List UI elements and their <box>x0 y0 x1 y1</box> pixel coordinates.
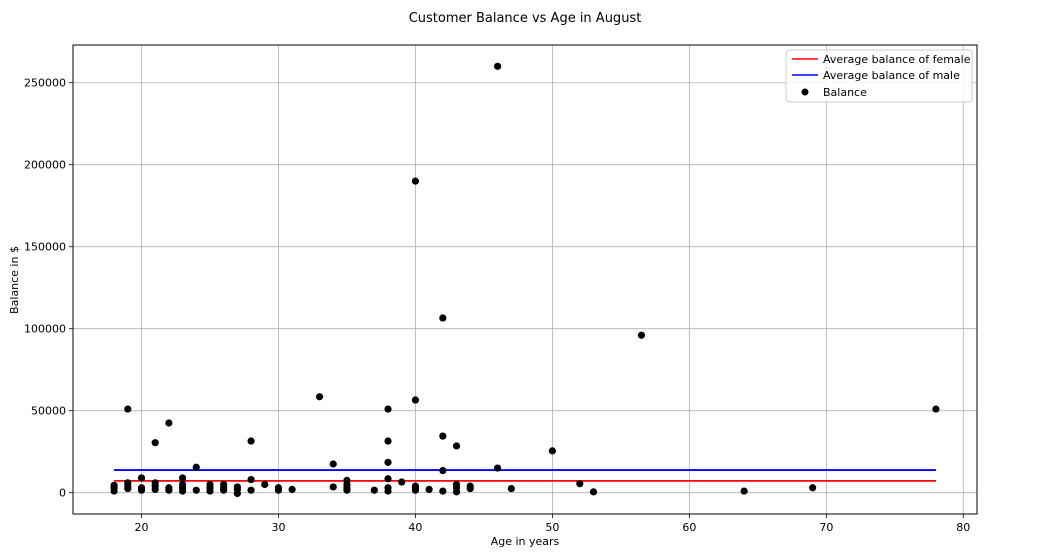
y-tick-label: 250000 <box>24 77 66 90</box>
balance-point <box>110 481 118 489</box>
x-tick-label: 50 <box>545 521 559 534</box>
plot-frame <box>72 44 978 515</box>
x-tick-label: 20 <box>134 521 148 534</box>
balance-point <box>274 484 283 492</box>
balance-point <box>452 442 461 450</box>
balance-point <box>247 437 255 445</box>
legend-box <box>785 49 973 103</box>
x-tick-label: 80 <box>956 521 970 534</box>
balance-point <box>494 464 502 472</box>
balance-point <box>384 405 392 413</box>
balance-point <box>124 479 132 487</box>
grid <box>73 45 977 514</box>
balance-point <box>178 474 187 482</box>
balance-point <box>124 405 132 413</box>
legend-balance-marker <box>801 88 809 96</box>
balance-point <box>192 463 200 471</box>
balance-point <box>398 478 406 486</box>
legend-male-label: Average balance of male <box>823 69 960 82</box>
balance-point <box>329 460 337 468</box>
balance-point <box>315 393 324 401</box>
y-tick-label: 0 <box>59 487 66 500</box>
balance-point <box>137 484 146 492</box>
balance-point <box>233 483 241 491</box>
balance-point <box>247 486 255 494</box>
scatter-points <box>110 62 940 498</box>
balance-point <box>439 487 447 495</box>
balance-point <box>384 458 392 466</box>
balance-point <box>384 437 392 445</box>
x-tick-label: 70 <box>819 521 833 534</box>
balance-point <box>452 480 461 489</box>
balance-point <box>247 475 255 484</box>
y-tick-label: 200000 <box>24 159 66 172</box>
balance-point <box>411 396 420 404</box>
balance-point <box>178 480 187 489</box>
y-tick-label: 50000 <box>31 405 66 418</box>
balance-point <box>370 486 378 494</box>
balance-point <box>384 484 392 492</box>
balance-point <box>220 480 228 489</box>
x-tick-label: 30 <box>271 521 285 534</box>
balance-point <box>206 480 214 489</box>
balance-point <box>288 485 296 494</box>
average-lines <box>114 469 936 482</box>
balance-point <box>589 488 598 496</box>
y-tick-label: 150000 <box>24 241 66 254</box>
balance-point <box>439 314 447 322</box>
balance-point <box>137 474 146 482</box>
balance-point <box>494 62 502 70</box>
balance-point <box>439 466 447 475</box>
balance-point <box>329 483 337 491</box>
balance-point <box>165 484 173 492</box>
chart-title: Customer Balance vs Age in August <box>409 11 642 26</box>
balance-point <box>740 487 748 495</box>
balance-point <box>411 177 420 185</box>
balance-point <box>192 486 200 494</box>
x-tick-label: 40 <box>408 521 422 534</box>
balance-point <box>411 482 420 490</box>
balance-point <box>165 419 173 427</box>
x-tick-label: 60 <box>682 521 696 534</box>
balance-point <box>637 331 646 339</box>
y-axis-label: Balance in $ <box>8 246 21 314</box>
balance-point <box>151 479 159 487</box>
y-tick-label: 100000 <box>24 323 66 336</box>
legend: Average balance of female Average balanc… <box>785 49 973 103</box>
balance-point <box>261 480 269 489</box>
balance-point <box>439 432 447 440</box>
balance-point <box>425 485 433 494</box>
legend-female-label: Average balance of female <box>823 53 971 66</box>
axis-ticks: 20 30 40 50 60 70 80 0 50000 100000 150000 200000 25… <box>24 77 970 534</box>
balance-point <box>932 405 940 413</box>
balance-point <box>343 476 351 484</box>
balance-point <box>384 475 392 483</box>
legend-balance-label: Balance <box>823 86 867 99</box>
balance-point <box>809 484 817 492</box>
balance-point <box>151 439 159 447</box>
balance-point <box>466 482 474 490</box>
balance-point <box>576 480 584 488</box>
balance-point <box>548 447 556 455</box>
x-axis-label: Age in years <box>491 535 560 548</box>
balance-point <box>507 484 515 493</box>
